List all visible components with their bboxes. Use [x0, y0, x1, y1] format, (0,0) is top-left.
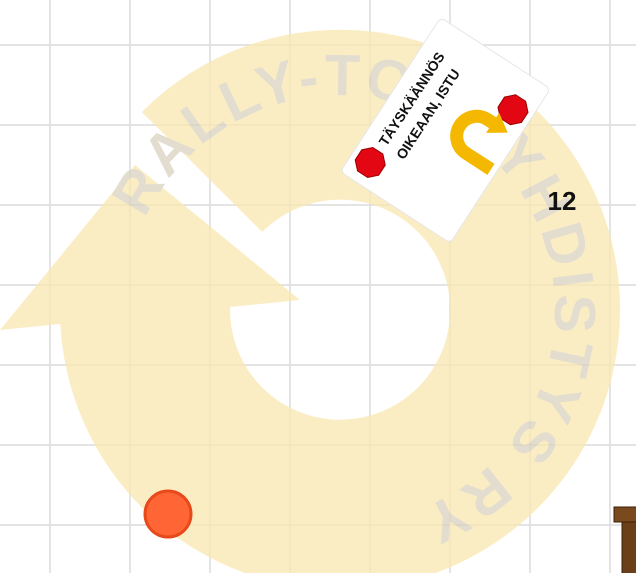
obstacle-top [614, 507, 636, 522]
obstacle[interactable] [614, 507, 636, 573]
obstacle-post [622, 520, 636, 573]
page: RALLY-TOKOYHDISTYS RY TÄYSKÄÄNNÖS OIKEAA… [0, 0, 636, 573]
course-canvas: RALLY-TOKOYHDISTYS RY TÄYSKÄÄNNÖS OIKEAA… [0, 0, 636, 573]
sign-number: 12 [548, 186, 577, 216]
start-marker[interactable] [145, 491, 191, 537]
